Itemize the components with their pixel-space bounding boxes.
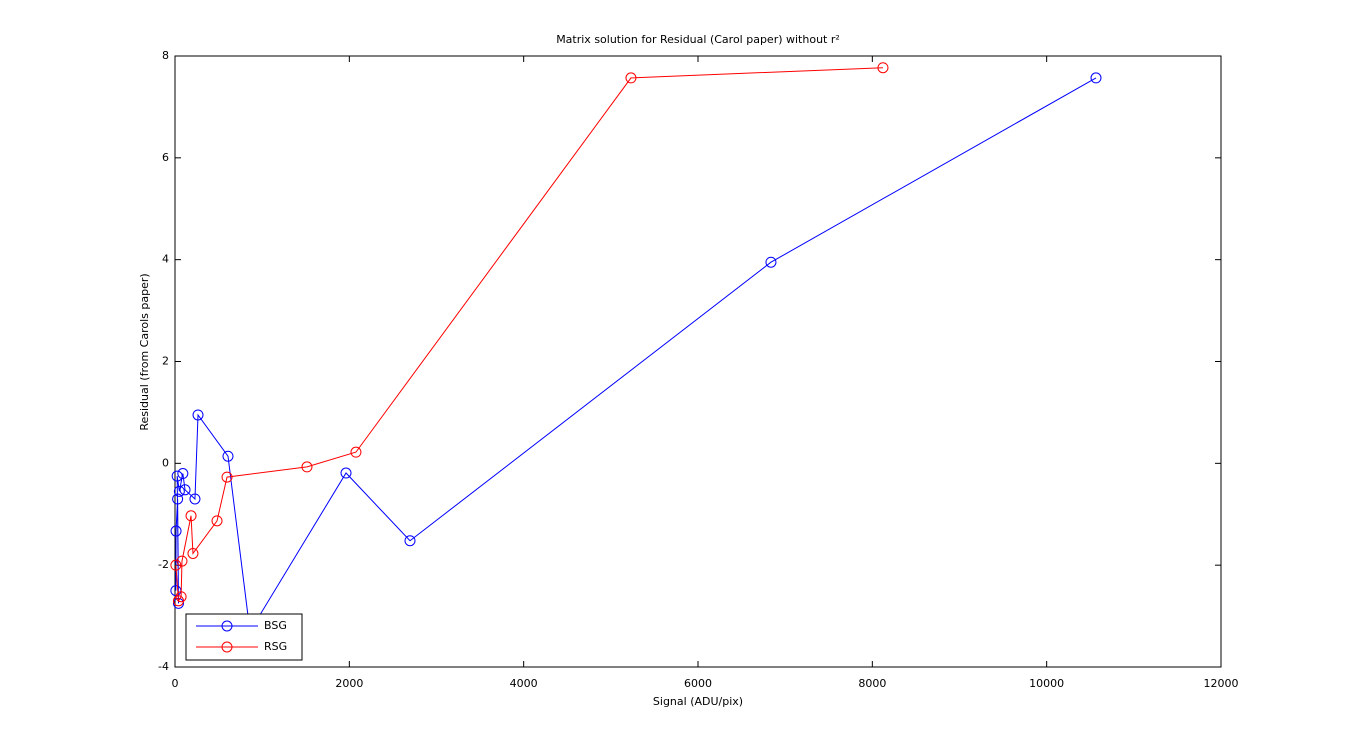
- marker: [172, 493, 184, 505]
- y-tick-label: 0: [162, 456, 169, 469]
- y-tick-label: 2: [162, 355, 169, 368]
- series-line: [175, 77, 1097, 633]
- x-tick-label: 12000: [1204, 677, 1239, 690]
- legend-label: BSG: [264, 619, 287, 632]
- legend-label: RSG: [264, 640, 287, 653]
- x-tick-label: 2000: [335, 677, 363, 690]
- legend-marker: [221, 620, 233, 632]
- x-tick-label: 4000: [510, 677, 538, 690]
- marker: [177, 468, 189, 480]
- marker: [877, 62, 889, 74]
- x-axis-label: Signal (ADU/pix): [653, 695, 743, 708]
- marker: [222, 450, 234, 462]
- marker: [173, 485, 185, 497]
- marker: [176, 555, 188, 567]
- legend: [185, 613, 303, 661]
- x-tick-label: 6000: [684, 677, 712, 690]
- x-tick-label: 0: [172, 677, 179, 690]
- series-line: [175, 67, 883, 603]
- marker: [404, 535, 416, 547]
- marker: [192, 409, 204, 421]
- marker: [211, 515, 223, 527]
- marker: [175, 591, 187, 603]
- y-axis-label: Residual (from Carols paper): [138, 273, 151, 430]
- marker: [185, 510, 197, 522]
- legend-marker: [221, 641, 233, 653]
- marker: [301, 461, 313, 473]
- marker: [1090, 72, 1102, 84]
- marker: [350, 446, 362, 458]
- y-tick-label: 4: [162, 253, 169, 266]
- y-tick-label: -4: [158, 660, 169, 673]
- marker: [170, 559, 182, 571]
- marker: [765, 256, 777, 268]
- y-tick-label: -2: [158, 558, 169, 571]
- y-tick-label: 8: [162, 49, 169, 62]
- marker: [171, 470, 183, 482]
- marker: [170, 525, 182, 537]
- marker: [625, 72, 637, 84]
- marker: [189, 493, 201, 505]
- chart-title: Matrix solution for Residual (Carol pape…: [556, 33, 840, 46]
- marker: [340, 467, 352, 479]
- marker: [221, 471, 233, 483]
- plot-area: [174, 55, 1222, 668]
- x-tick-label: 10000: [1029, 677, 1064, 690]
- y-tick-label: 6: [162, 151, 169, 164]
- marker: [179, 484, 191, 496]
- x-tick-label: 8000: [858, 677, 886, 690]
- marker: [187, 547, 199, 559]
